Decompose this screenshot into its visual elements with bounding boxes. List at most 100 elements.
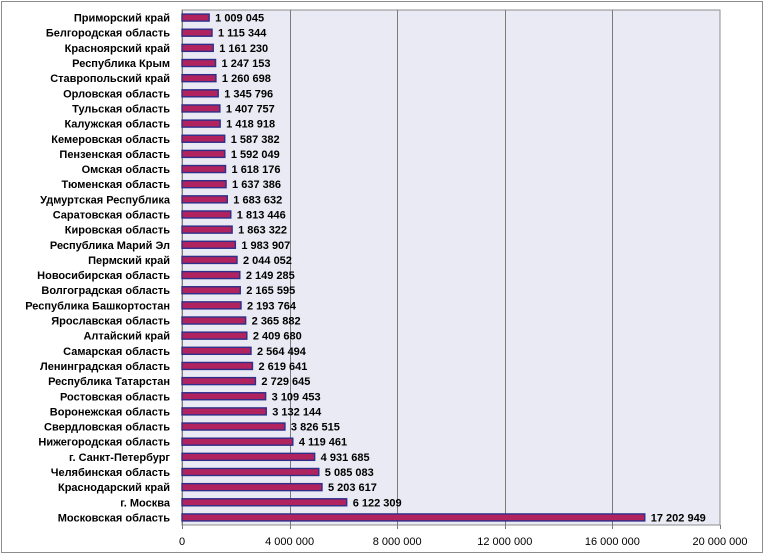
category-labels: Приморский край Белгородская область Красн… [25, 13, 171, 525]
value-label: 2 165 595 [246, 285, 295, 297]
value-label: 1 863 322 [238, 225, 287, 237]
bar [181, 73, 217, 83]
x-tick-label: 0 [179, 536, 185, 548]
category-label: Красноярский край [65, 43, 170, 55]
value-label: 2 619 641 [258, 361, 307, 373]
bar [181, 179, 227, 189]
category-label: Волгоградская область [41, 285, 170, 297]
value-label: 1 161 230 [219, 43, 268, 55]
value-label: 2 729 645 [261, 376, 310, 388]
bar [181, 346, 252, 356]
bar [181, 240, 237, 249]
category-label: Воронежская область [50, 406, 170, 418]
category-label: Краснодарский край [58, 482, 170, 494]
bar [181, 210, 232, 219]
category-label: Тульская область [72, 103, 170, 115]
category-label: Белгородская область [46, 28, 170, 40]
value-label: 2 044 052 [243, 255, 292, 267]
category-label: Нижегородская область [38, 437, 170, 449]
value-label: 4 119 461 [299, 437, 347, 449]
bar [181, 134, 226, 143]
value-label: 1 247 153 [222, 58, 271, 70]
value-labels: 1 009 045 1 115 344 1 161 230 1 247 153 1 26… [215, 13, 706, 525]
value-label: 3 132 144 [272, 406, 322, 418]
value-label: 1 983 907 [241, 240, 290, 252]
value-label: 2 193 764 [247, 300, 297, 312]
value-label: 1 813 446 [237, 209, 286, 221]
bar [181, 422, 286, 431]
bar [181, 513, 646, 522]
category-label: Приморский край [74, 13, 170, 25]
category-label: Московская область [58, 512, 170, 524]
category-label: Кемеровская область [51, 134, 170, 146]
value-label: 2 564 494 [257, 346, 307, 358]
category-label: Республика Крым [72, 58, 170, 70]
bar [181, 437, 294, 446]
value-label: 4 931 685 [321, 452, 370, 464]
bar [181, 13, 210, 22]
bars [181, 13, 646, 522]
bar [181, 195, 228, 204]
value-label: 6 122 309 [353, 497, 402, 509]
x-axis-tick-labels: 0 4 000 000 8 000 000 12 000 000 16 000 000 2… [179, 536, 748, 548]
value-label: 1 407 757 [226, 103, 275, 115]
bar [181, 43, 214, 53]
bar [181, 104, 221, 113]
x-tick-label: 8 000 000 [373, 536, 422, 548]
value-label: 1 009 045 [215, 13, 264, 25]
category-label: Новосибирская область [37, 270, 170, 282]
value-label: 2 409 680 [253, 331, 302, 343]
category-label: Калужская область [64, 119, 170, 131]
category-label: г. Москва [120, 497, 171, 509]
value-label: 1 115 344 [218, 28, 267, 40]
bar [181, 482, 323, 492]
bar [181, 316, 247, 325]
bar [181, 89, 219, 98]
category-label: Республика Марий Эл [50, 240, 170, 252]
value-label: 3 826 515 [291, 422, 340, 434]
category-label: Ставропольский край [50, 73, 170, 85]
bar [181, 376, 257, 386]
category-label: Республика Татарстан [48, 376, 170, 388]
bar [181, 392, 267, 401]
value-label: 1 260 698 [222, 73, 271, 85]
category-label: Кировская область [65, 225, 170, 237]
plot-area [181, 9, 721, 526]
bar [181, 270, 241, 280]
category-label: Орловская область [63, 88, 170, 100]
value-label: 5 203 617 [328, 482, 377, 494]
category-label: Ленинградская область [40, 361, 170, 373]
value-label: 2 365 882 [252, 316, 301, 328]
category-label: Саратовская область [53, 209, 171, 221]
category-label: Алтайский край [83, 331, 170, 343]
bar [181, 164, 227, 174]
category-label: Омская область [82, 164, 171, 176]
category-label: Ярославская область [51, 316, 170, 328]
value-label: 5 085 083 [325, 467, 374, 479]
category-label: Тюменская область [61, 179, 170, 191]
x-tick-label: 12 000 000 [477, 536, 532, 548]
bar [181, 331, 248, 340]
category-label: Удмуртская Республика [40, 194, 171, 206]
bar [181, 361, 254, 371]
value-label: 3 109 453 [272, 391, 321, 403]
bar [181, 28, 213, 37]
category-label: Пензенская область [59, 149, 170, 161]
category-label: Республика Башкортостан [25, 300, 170, 312]
value-label: 1 683 632 [233, 194, 282, 206]
x-tick-label: 4 000 000 [265, 536, 314, 548]
bar [181, 301, 242, 310]
bar [181, 149, 226, 159]
bar [181, 452, 316, 462]
category-label: Ростовская область [60, 391, 170, 403]
bar [181, 467, 320, 477]
value-label: 2 149 285 [246, 270, 295, 282]
bar [181, 498, 348, 507]
x-tick-label: 20 000 000 [692, 536, 747, 548]
value-label: 1 637 386 [232, 179, 281, 191]
value-label: 1 345 796 [224, 88, 273, 100]
category-label: г. Санкт-Петербург [69, 452, 170, 464]
category-label: Свердловская область [44, 422, 170, 434]
